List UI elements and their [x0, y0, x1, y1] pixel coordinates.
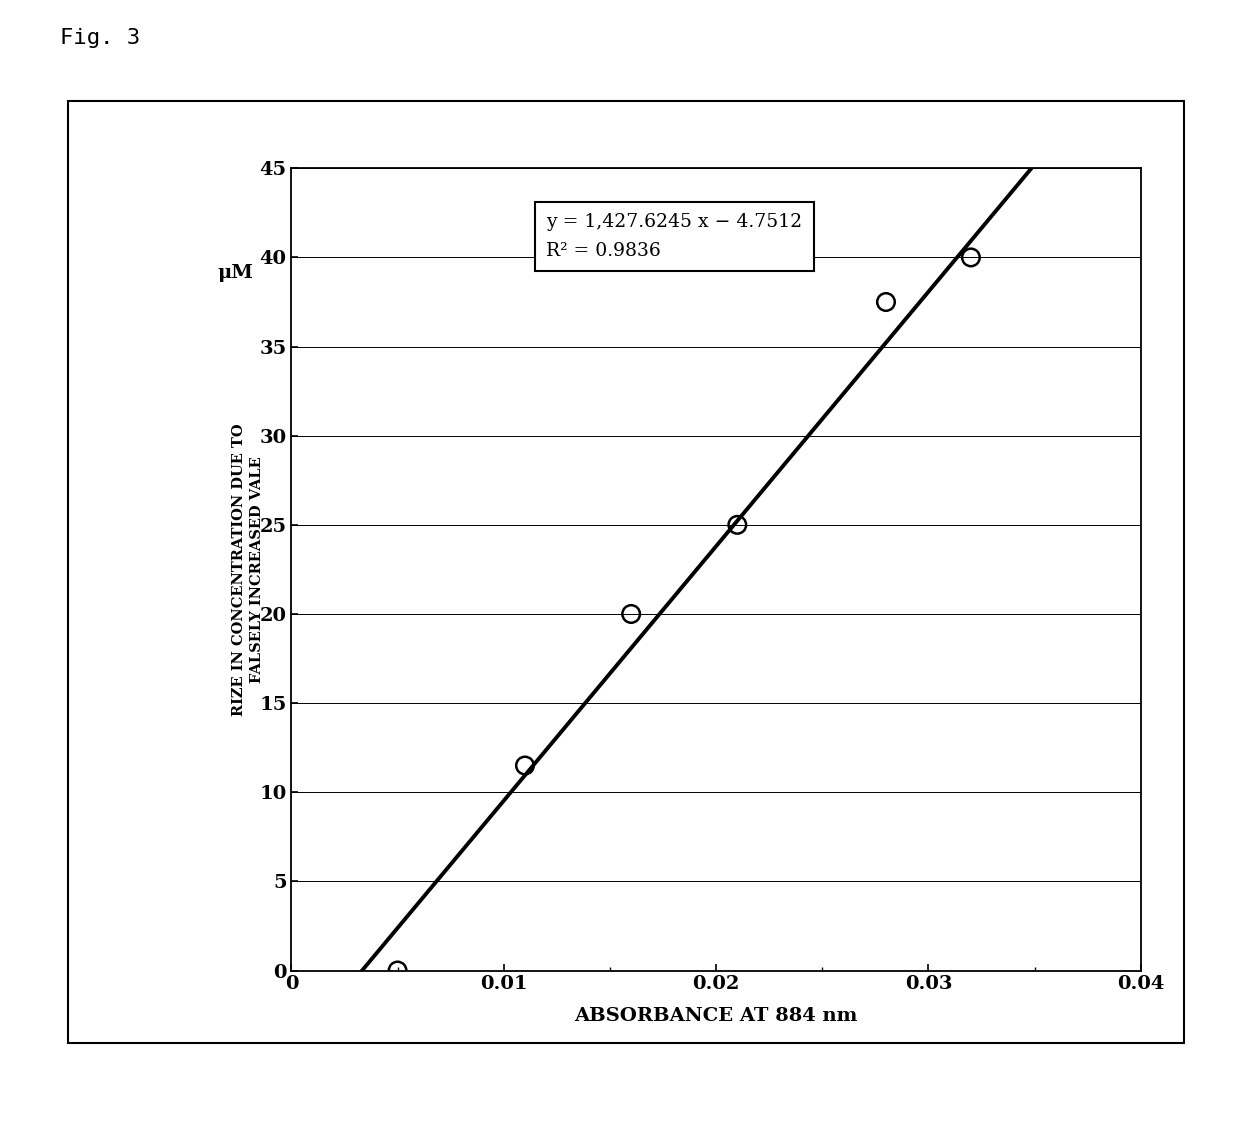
X-axis label: ABSORBANCE AT 884 nm: ABSORBANCE AT 884 nm — [574, 1008, 858, 1026]
Point — [515, 756, 534, 774]
Text: μM: μM — [218, 264, 253, 282]
Text: Fig. 3: Fig. 3 — [60, 28, 140, 48]
Point — [728, 516, 748, 534]
Point — [621, 605, 641, 623]
Text: y = 1,427.6245 x − 4.7512
R² = 0.9836: y = 1,427.6245 x − 4.7512 R² = 0.9836 — [546, 213, 802, 260]
Y-axis label: RIZE IN CONCENTRATION DUE TO
FALSELY INCREASED VALE: RIZE IN CONCENTRATION DUE TO FALSELY INC… — [232, 423, 264, 716]
Point — [961, 248, 981, 266]
Point — [388, 962, 408, 980]
Point — [875, 293, 895, 311]
